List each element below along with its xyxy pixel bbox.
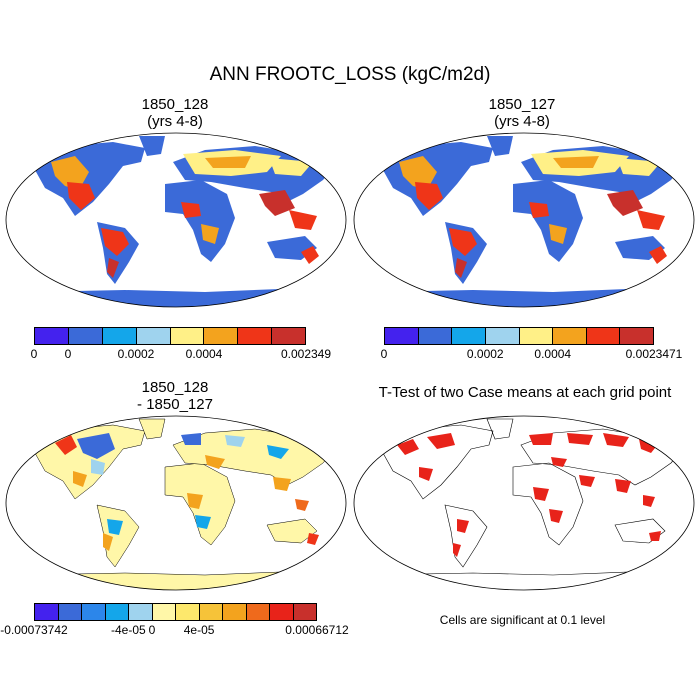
- colorbar-tick-label: -4e-05: [110, 623, 146, 637]
- significance-note: Cells are significant at 0.1 level: [439, 613, 606, 627]
- map-outline: [353, 132, 695, 308]
- panel-subtitle-line: (yrs 4-8): [494, 113, 550, 130]
- panel-title-line: 1850_127: [488, 96, 556, 113]
- panel-title-line: 1850_128: [141, 96, 209, 113]
- colorbar-swatch: [152, 604, 176, 620]
- colorbar-tick-label: 0: [148, 623, 156, 637]
- colorbar-tick-label: 0: [30, 347, 38, 361]
- colorbar-swatch: [272, 328, 305, 344]
- colorbar-tick-label: -0.00073742: [0, 623, 68, 637]
- map-outline: [5, 132, 347, 308]
- colorbar-swatch: [204, 328, 239, 344]
- world-map-difference: [5, 415, 347, 591]
- colorbar-swatch: [105, 604, 129, 620]
- colorbar-swatch: [586, 328, 621, 344]
- panel-subtitle-line: (yrs 4-8): [147, 113, 203, 130]
- colorbar-swatch: [102, 328, 137, 344]
- colorbar-tick-label: 0.0004: [534, 347, 572, 361]
- colorbar-tick-label: 0.002349: [280, 347, 332, 361]
- colorbar-swatch: [238, 328, 273, 344]
- panel-subtitle-line: - 1850_127: [137, 396, 213, 413]
- colorbar-swatch: [199, 604, 223, 620]
- colorbar-swatch: [129, 604, 153, 620]
- colorbar-swatch: [58, 604, 82, 620]
- colorbar-swatch: [553, 328, 587, 344]
- colorbar-difference: [34, 603, 317, 621]
- colorbar-tick-label: 4e-05: [183, 623, 215, 637]
- colorbar-swatch: [35, 328, 69, 344]
- high-flux-regions: [51, 150, 319, 278]
- world-map-1850-127: [353, 132, 695, 308]
- colorbar-labels-difference: -0.00073742 -4e-05 0 4e-05 0.00066712: [0, 623, 348, 639]
- colorbar-1850-127: [384, 327, 654, 345]
- panel-title-difference: 1850_128 - 1850_127: [75, 379, 275, 413]
- colorbar-labels-1850-128: 0 0 0.0002 0.0004 0.002349: [30, 347, 331, 363]
- colorbar-tick-label: 0.00066712: [285, 623, 349, 637]
- colorbar-swatch: [136, 328, 171, 344]
- map-outline: [5, 415, 347, 591]
- colorbar-tick-label: 0: [64, 347, 72, 361]
- colorbar-tick-label: 0.0023471: [625, 347, 683, 361]
- panel-title-line: T-Test of two Case means at each grid po…: [378, 384, 672, 401]
- colorbar-swatch: [82, 604, 106, 620]
- high-flux-regions: [399, 150, 667, 278]
- colorbar-swatch: [246, 604, 270, 620]
- colorbar-swatch: [519, 328, 554, 344]
- colorbar-swatch: [68, 328, 103, 344]
- colorbar-swatch: [620, 328, 653, 344]
- colorbar-swatch: [485, 328, 520, 344]
- panel-title-line: 1850_128: [141, 379, 209, 396]
- colorbar-swatch: [293, 604, 316, 620]
- colorbar-swatch: [176, 604, 200, 620]
- colorbar-labels-1850-127: 0 0.0002 0.0004 0.0023471: [380, 347, 683, 363]
- colorbar-1850-128: [34, 327, 306, 345]
- colorbar-swatch: [270, 604, 294, 620]
- world-map-1850-128: [5, 132, 347, 308]
- map-outline: [353, 415, 695, 591]
- colorbar-swatch: [35, 604, 59, 620]
- panel-title-1850-128: 1850_128 (yrs 4-8): [75, 96, 275, 130]
- colorbar-tick-label: 0: [380, 347, 388, 361]
- colorbar-swatch: [418, 328, 453, 344]
- panel-title-1850-127: 1850_127 (yrs 4-8): [422, 96, 622, 130]
- colorbar-swatch: [385, 328, 419, 344]
- colorbar-swatch: [170, 328, 205, 344]
- colorbar-swatch: [223, 604, 247, 620]
- world-map-ttest: [353, 415, 695, 591]
- significant-cells: [397, 433, 661, 557]
- anomaly-regions: [55, 433, 319, 551]
- figure-title: ANN FROOTC_LOSS (kgC/m2d): [209, 64, 491, 85]
- panel-title-ttest: T-Test of two Case means at each grid po…: [350, 384, 700, 401]
- colorbar-tick-label: 0.0002: [466, 347, 504, 361]
- colorbar-tick-label: 0.0004: [185, 347, 223, 361]
- colorbar-tick-label: 0.0002: [117, 347, 155, 361]
- colorbar-swatch: [452, 328, 486, 344]
